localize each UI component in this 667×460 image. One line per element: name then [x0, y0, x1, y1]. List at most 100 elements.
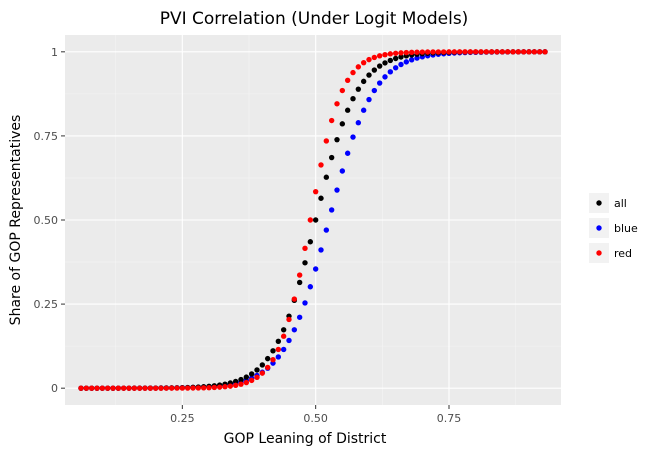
data-point-red	[152, 385, 159, 391]
data-point-blue	[312, 266, 319, 272]
y-tick-label: 1	[51, 46, 58, 59]
data-point-all	[376, 63, 383, 69]
data-point-red	[387, 51, 394, 57]
data-point-red	[302, 245, 308, 252]
y-axis-title: Share of GOP Representatives	[8, 115, 24, 326]
data-point-red	[211, 384, 218, 391]
data-point-red	[83, 385, 90, 391]
data-point-red	[542, 49, 548, 55]
data-point-all	[328, 154, 335, 161]
data-point-red	[184, 385, 191, 391]
y-tick-label: 0.25	[34, 298, 59, 311]
data-point-red	[419, 49, 426, 55]
data-point-red	[430, 49, 436, 55]
data-point-red	[536, 49, 543, 55]
data-point-all	[296, 279, 303, 286]
data-point-red	[206, 384, 212, 391]
legend-label-red: red	[614, 247, 632, 260]
data-point-red	[366, 56, 372, 63]
x-axis-title: GOP Leaning of District	[224, 431, 387, 447]
data-point-red	[510, 49, 516, 55]
data-point-red	[526, 49, 532, 55]
data-point-blue	[286, 337, 292, 344]
chart-title: PVI Correlation (Under Logit Models)	[160, 9, 469, 29]
data-point-red	[440, 49, 447, 55]
data-point-red	[328, 117, 335, 124]
data-points	[78, 49, 548, 391]
data-point-blue	[392, 65, 399, 71]
data-point-red	[355, 64, 362, 70]
data-point-blue	[371, 87, 378, 94]
data-point-all	[302, 260, 308, 266]
data-point-red	[296, 272, 303, 278]
data-point-red	[451, 49, 458, 55]
data-point-all	[366, 72, 372, 78]
data-point-all	[254, 367, 260, 373]
data-point-red	[424, 49, 431, 55]
data-point-blue	[296, 314, 303, 320]
data-point-red	[462, 49, 468, 55]
data-point-blue	[328, 207, 335, 213]
data-point-blue	[302, 300, 308, 306]
data-point-blue	[398, 61, 404, 68]
y-tick-label: 0.50	[34, 214, 59, 227]
data-point-all	[334, 136, 340, 143]
y-axis-ticks: 0 0.25 0.50 0.75 1	[34, 46, 65, 395]
data-point-red	[478, 49, 484, 55]
data-point-blue	[275, 354, 282, 360]
data-point-red	[344, 77, 351, 84]
data-point-red	[104, 385, 111, 391]
data-point-all	[344, 107, 351, 113]
data-point-red	[168, 385, 175, 391]
data-point-red	[499, 49, 506, 55]
data-point-blue	[307, 284, 314, 290]
data-point-blue	[355, 120, 362, 126]
data-point-red	[350, 69, 356, 76]
data-point-red	[280, 333, 287, 339]
data-point-red	[531, 49, 538, 55]
data-point-red	[254, 374, 260, 381]
data-point-all	[243, 374, 250, 380]
data-point-red	[312, 188, 319, 195]
data-point-red	[398, 50, 404, 56]
data-point-red	[94, 385, 100, 391]
data-point-red	[494, 49, 500, 55]
data-point-red	[504, 49, 511, 55]
legend-swatch-blue	[596, 225, 602, 231]
data-point-red	[446, 49, 452, 55]
x-tick-label: 0.25	[170, 412, 195, 425]
data-point-red	[163, 385, 170, 391]
data-point-red	[147, 385, 154, 391]
data-point-red	[275, 346, 282, 353]
data-point-red	[99, 385, 106, 391]
data-point-all	[238, 376, 244, 383]
data-point-all	[382, 60, 388, 66]
data-point-blue	[382, 74, 388, 80]
data-point-red	[371, 54, 378, 61]
data-point-red	[515, 49, 522, 55]
data-point-red	[376, 53, 383, 59]
data-point-blue	[280, 346, 287, 353]
data-point-red	[483, 49, 490, 55]
x-tick-label: 0.75	[437, 412, 462, 425]
data-point-blue	[366, 96, 372, 103]
data-point-blue	[291, 327, 298, 333]
data-point-blue	[408, 57, 415, 63]
data-point-all	[323, 174, 330, 180]
x-axis-ticks: 0.25 0.50 0.75	[170, 405, 461, 425]
data-point-all	[264, 355, 271, 362]
data-point-blue	[403, 59, 410, 65]
data-point-all	[318, 195, 324, 201]
data-point-red	[334, 101, 340, 107]
data-point-red	[488, 49, 495, 55]
data-point-red	[286, 316, 292, 323]
data-point-red	[520, 49, 527, 55]
data-point-blue	[323, 227, 330, 233]
data-point-blue	[360, 107, 367, 113]
y-tick-label: 0	[51, 382, 58, 395]
data-point-red	[238, 381, 244, 387]
data-point-red	[216, 384, 223, 390]
data-point-red	[174, 385, 180, 391]
